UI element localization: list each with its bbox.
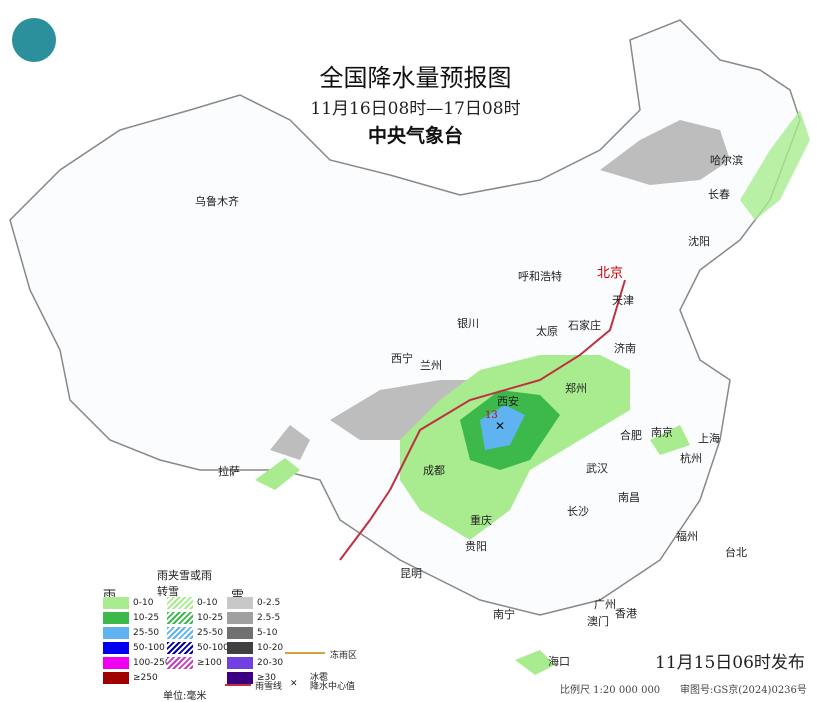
city-label: 银川	[457, 317, 479, 330]
city-label: 昆明	[400, 567, 422, 580]
review-number: 审图号:GS京(2024)0236号	[680, 685, 807, 696]
cma-logo	[12, 18, 56, 62]
legend-swatch-rain	[103, 642, 129, 654]
city-label: 南京	[651, 426, 673, 439]
rain-snow-line	[389, 279, 626, 491]
legend-label-mix: 10-25	[197, 613, 224, 623]
city-label: 拉萨	[218, 465, 240, 478]
legend-label-rain: 100-250	[133, 658, 171, 668]
legend-swatch-mix	[167, 612, 193, 624]
legend-swatch-snow	[227, 657, 253, 669]
legend-label-snow: 5-10	[257, 628, 278, 638]
legend-swatch-rain	[103, 597, 129, 609]
legend-label-snow: 20-30	[257, 658, 284, 668]
city-label: 武汉	[586, 462, 608, 475]
rain-snow-line-west	[339, 489, 391, 561]
legend-swatch-mix	[167, 642, 193, 654]
legend-label-rain: 10-25	[133, 613, 160, 623]
legend-swatch-rain	[103, 672, 129, 684]
city-label: 合肥	[620, 429, 642, 442]
legend-label-mix: 0-10	[197, 598, 218, 608]
city-label: 太原	[536, 325, 558, 338]
legend-swatch-snow	[227, 642, 253, 654]
city-label: 香港	[615, 607, 637, 620]
city-label: 天津	[612, 294, 634, 307]
city-label: 台北	[725, 546, 747, 559]
map-scale: 比例尺 1:20 000 000	[560, 685, 661, 696]
legend-swatch-snow	[227, 597, 253, 609]
city-label: 沈阳	[688, 235, 710, 248]
city-label: 西宁	[391, 352, 413, 365]
center-mark: ✕	[495, 419, 505, 433]
city-label: 澳门	[587, 615, 609, 628]
legend-swatch-mix	[167, 597, 193, 609]
city-label: 西安	[497, 395, 519, 408]
city-label: 济南	[614, 342, 636, 355]
city-label: 长春	[708, 188, 730, 201]
city-label: 重庆	[470, 514, 492, 527]
city-label: 上海	[698, 432, 720, 445]
legend-label-snow: 2.5-5	[257, 613, 281, 623]
map-title: 全国降水量预报图	[319, 64, 512, 92]
legend-swatch-mix	[167, 657, 193, 669]
city-label: 福州	[676, 530, 698, 543]
city-label: 南宁	[493, 608, 515, 621]
city-label: 成都	[423, 464, 445, 477]
snow-area-northeast	[600, 120, 730, 185]
city-label: 兰州	[420, 359, 442, 372]
legend-label-rain: 25-50	[133, 628, 160, 638]
city-label: 郑州	[565, 382, 587, 395]
city-label: 贵阳	[465, 540, 487, 553]
city-label: 哈尔滨	[710, 154, 743, 167]
mix-area-northeast	[740, 110, 810, 220]
legend-swatch-rain	[103, 627, 129, 639]
legend-swatch-rain	[103, 612, 129, 624]
legend-label-rain: 50-100	[133, 643, 165, 653]
city-label: 杭州	[680, 452, 702, 465]
snow-area-west	[330, 380, 470, 440]
legend-swatch-rain	[103, 657, 129, 669]
issue-time: 11月15日06时发布	[655, 653, 805, 673]
city-label: 呼和浩特	[518, 270, 562, 283]
city-label: 海口	[548, 655, 570, 668]
rain-area-hainan	[515, 650, 555, 675]
legend-label-mix: 50-100	[197, 643, 229, 653]
rain-area-east	[650, 425, 690, 455]
legend-center-mark: 降水中心值	[310, 682, 356, 692]
legend-swatch-snow	[227, 672, 253, 684]
center-value: 13	[485, 410, 498, 421]
legend-label-snow: 0-2.5	[257, 598, 281, 608]
legend-swatch-mix	[167, 627, 193, 639]
legend-rain-snow-line: 雨雪线	[255, 682, 283, 692]
legend-freezing-rain: 冻雨区	[330, 651, 358, 661]
agency-name: 中央气象台	[367, 125, 463, 147]
legend-label-snow: 10-20	[257, 643, 284, 653]
legend-label-rain: ≥250	[133, 673, 158, 683]
snow-area-tibet	[270, 425, 310, 460]
legend-label-rain: 0-10	[133, 598, 154, 608]
city-label: 乌鲁木齐	[195, 195, 239, 208]
legend-hail: 冰雹	[310, 673, 329, 683]
city-label: 长沙	[567, 505, 589, 518]
city-label: 北京	[597, 266, 624, 281]
legend-label-mix: 25-50	[197, 628, 224, 638]
legend: 雨 雨夹雪或雨转雪 雪 0-1010-2525-5050-100100-250≥…	[95, 565, 365, 702]
legend-swatch-snow	[227, 627, 253, 639]
city-label: 石家庄	[568, 319, 601, 332]
legend-label-snow: ≥30	[257, 673, 276, 683]
rain-heavy-area	[480, 405, 525, 450]
legend-unit: 单位:毫米	[163, 691, 207, 702]
rain-area-tibet	[255, 458, 300, 490]
forecast-period: 11月16日08时—17日08时	[310, 99, 521, 119]
legend-swatch-snow	[227, 612, 253, 624]
city-label: 南昌	[618, 491, 640, 504]
legend-label-mix: ≥100	[197, 658, 222, 668]
city-label: 广州	[594, 598, 616, 611]
legend-mix-title: 雨夹雪或雨转雪	[157, 569, 212, 598]
